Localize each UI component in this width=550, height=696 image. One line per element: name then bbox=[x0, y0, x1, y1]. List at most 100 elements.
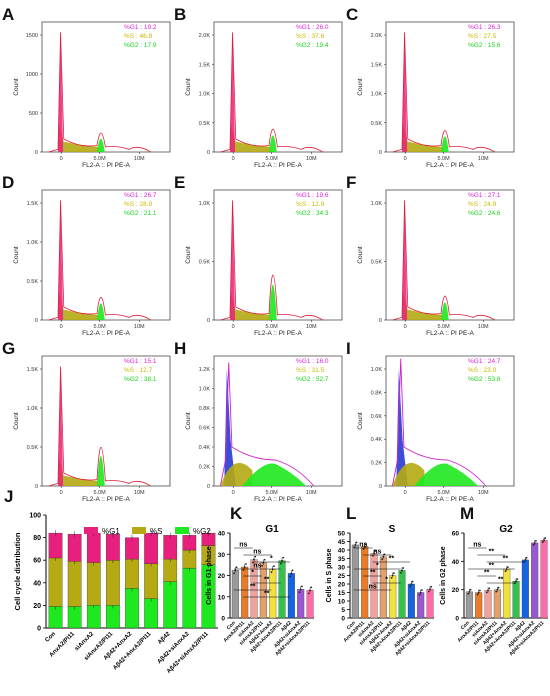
significance-label: ** bbox=[370, 570, 376, 577]
y-axis-title: Count bbox=[357, 246, 364, 264]
s-phase-area bbox=[58, 291, 99, 320]
bar bbox=[540, 539, 548, 619]
s-percent: %S : 24.9 bbox=[468, 201, 497, 208]
y-axis-title: Count bbox=[185, 412, 192, 430]
bar bbox=[493, 589, 501, 619]
bar bbox=[269, 568, 277, 619]
y-tick-label: 40 bbox=[338, 548, 346, 555]
histogram-panel-b: B %G1 : 26.0 %S : 37.6 %G2 : 19.4 0 0.5K 1.0K 1… bbox=[174, 5, 343, 169]
bar-segment bbox=[86, 605, 101, 629]
x-tick-label: 0 bbox=[404, 156, 407, 162]
y-axis-title: Cells in G1 phase bbox=[206, 546, 213, 604]
significance-label: ** bbox=[250, 584, 256, 591]
g1-percent: %G1 : 16.0 bbox=[296, 358, 329, 365]
y-tick-label: 0.5K bbox=[199, 121, 211, 127]
bar bbox=[231, 570, 239, 619]
y-tick-label: 1.0K bbox=[371, 367, 383, 373]
y-tick-label: 1000 bbox=[26, 72, 38, 78]
y-tick-label: 35 bbox=[338, 556, 346, 563]
chart-title: G1 bbox=[265, 524, 279, 535]
y-tick-label: 2.0K bbox=[371, 33, 383, 39]
s-percent: %S : 28.9 bbox=[124, 201, 153, 208]
panel-letter: K bbox=[230, 504, 243, 523]
data-point bbox=[382, 555, 385, 558]
bar-segment bbox=[67, 534, 82, 562]
x-tick-label: 10M bbox=[306, 324, 317, 330]
significance-label: * bbox=[385, 577, 388, 584]
y-tick-label: 0.2K bbox=[371, 461, 383, 467]
data-point bbox=[298, 591, 301, 594]
y-tick-label: 1.0K bbox=[199, 387, 211, 393]
data-point bbox=[289, 575, 292, 578]
y-tick-label: 50 bbox=[338, 531, 346, 538]
histogram-outline bbox=[219, 362, 315, 487]
y-tick-label: 0 bbox=[341, 616, 345, 623]
data-point bbox=[300, 585, 303, 588]
bar-segment bbox=[106, 560, 120, 606]
y-tick-label: 1.5K bbox=[27, 201, 39, 207]
y-axis-title: Count bbox=[185, 78, 192, 96]
panel-letter: A bbox=[2, 5, 14, 24]
bar bbox=[417, 592, 425, 619]
y-tick-label: 40 bbox=[33, 580, 41, 587]
data-point bbox=[363, 545, 366, 548]
y-axis-title: Count bbox=[357, 78, 364, 96]
x-tick-label: 5.0M bbox=[265, 324, 278, 330]
bar bbox=[351, 544, 359, 619]
data-point bbox=[420, 589, 423, 592]
significance-label: ns bbox=[359, 542, 367, 549]
data-point bbox=[409, 585, 412, 588]
g2-percent: %G2 : 15.6 bbox=[468, 42, 501, 49]
y-axis-title: Cell cycle distribution bbox=[13, 532, 22, 610]
panel-letter: D bbox=[2, 173, 14, 192]
panel-letter: M bbox=[460, 504, 474, 523]
data-point bbox=[254, 555, 257, 558]
panel-letter: E bbox=[174, 173, 185, 192]
histogram-panel-a: A %G1 : 19.2 %S : 46.9 %G2 : 17.9 0 500 1000 15… bbox=[2, 5, 171, 169]
bar-segment bbox=[163, 535, 178, 560]
y-tick-label: 0.5K bbox=[371, 121, 383, 127]
g2-percent: %G2 : 24.6 bbox=[468, 210, 501, 217]
data-point bbox=[487, 589, 489, 592]
g1-peak bbox=[58, 366, 64, 486]
y-tick-label: 2.0K bbox=[199, 33, 211, 39]
data-point bbox=[485, 591, 488, 594]
bar bbox=[426, 588, 434, 619]
x-tick-label: 5.0M bbox=[437, 324, 450, 330]
g1-peak bbox=[58, 32, 64, 152]
g2-peak bbox=[97, 303, 105, 320]
g2-peak bbox=[97, 138, 105, 152]
x-tick-label: 5.0M bbox=[265, 490, 278, 496]
y-tick-label: 1.0K bbox=[27, 240, 39, 246]
histogram-outline bbox=[392, 200, 496, 321]
g2-percent: %G2 : 19.4 bbox=[296, 42, 329, 49]
x-tick-label: 10M bbox=[478, 490, 489, 496]
plot-frame bbox=[41, 355, 171, 487]
significance-label: ** bbox=[484, 570, 490, 577]
bar-segment bbox=[106, 605, 120, 629]
bar bbox=[297, 589, 305, 619]
histogram-outline bbox=[220, 200, 324, 321]
g2-percent: %G2 : 52.7 bbox=[296, 376, 329, 383]
significance-label: ** bbox=[498, 577, 504, 584]
y-axis-title: Cells in S phase bbox=[326, 549, 333, 603]
significance-label: ** bbox=[489, 563, 495, 570]
data-point bbox=[390, 576, 393, 579]
g2-percent: %G2 : 17.9 bbox=[124, 42, 157, 49]
plot-frame bbox=[41, 21, 171, 153]
g2-peak bbox=[441, 136, 449, 152]
x-axis-title: FL2-A :: PI PE-A bbox=[426, 496, 474, 503]
data-point bbox=[525, 557, 528, 559]
plot-frame bbox=[385, 189, 515, 321]
g1-percent: %G1 : 24.7 bbox=[468, 358, 501, 365]
bar bbox=[398, 570, 406, 619]
data-point bbox=[401, 569, 403, 572]
histogram-outline bbox=[48, 366, 152, 487]
x-tick-label: 10M bbox=[134, 156, 145, 162]
bar-segment bbox=[125, 558, 139, 589]
bar-segment bbox=[163, 558, 178, 582]
bar-segment bbox=[106, 534, 120, 561]
x-tick-label: Con bbox=[460, 620, 471, 631]
